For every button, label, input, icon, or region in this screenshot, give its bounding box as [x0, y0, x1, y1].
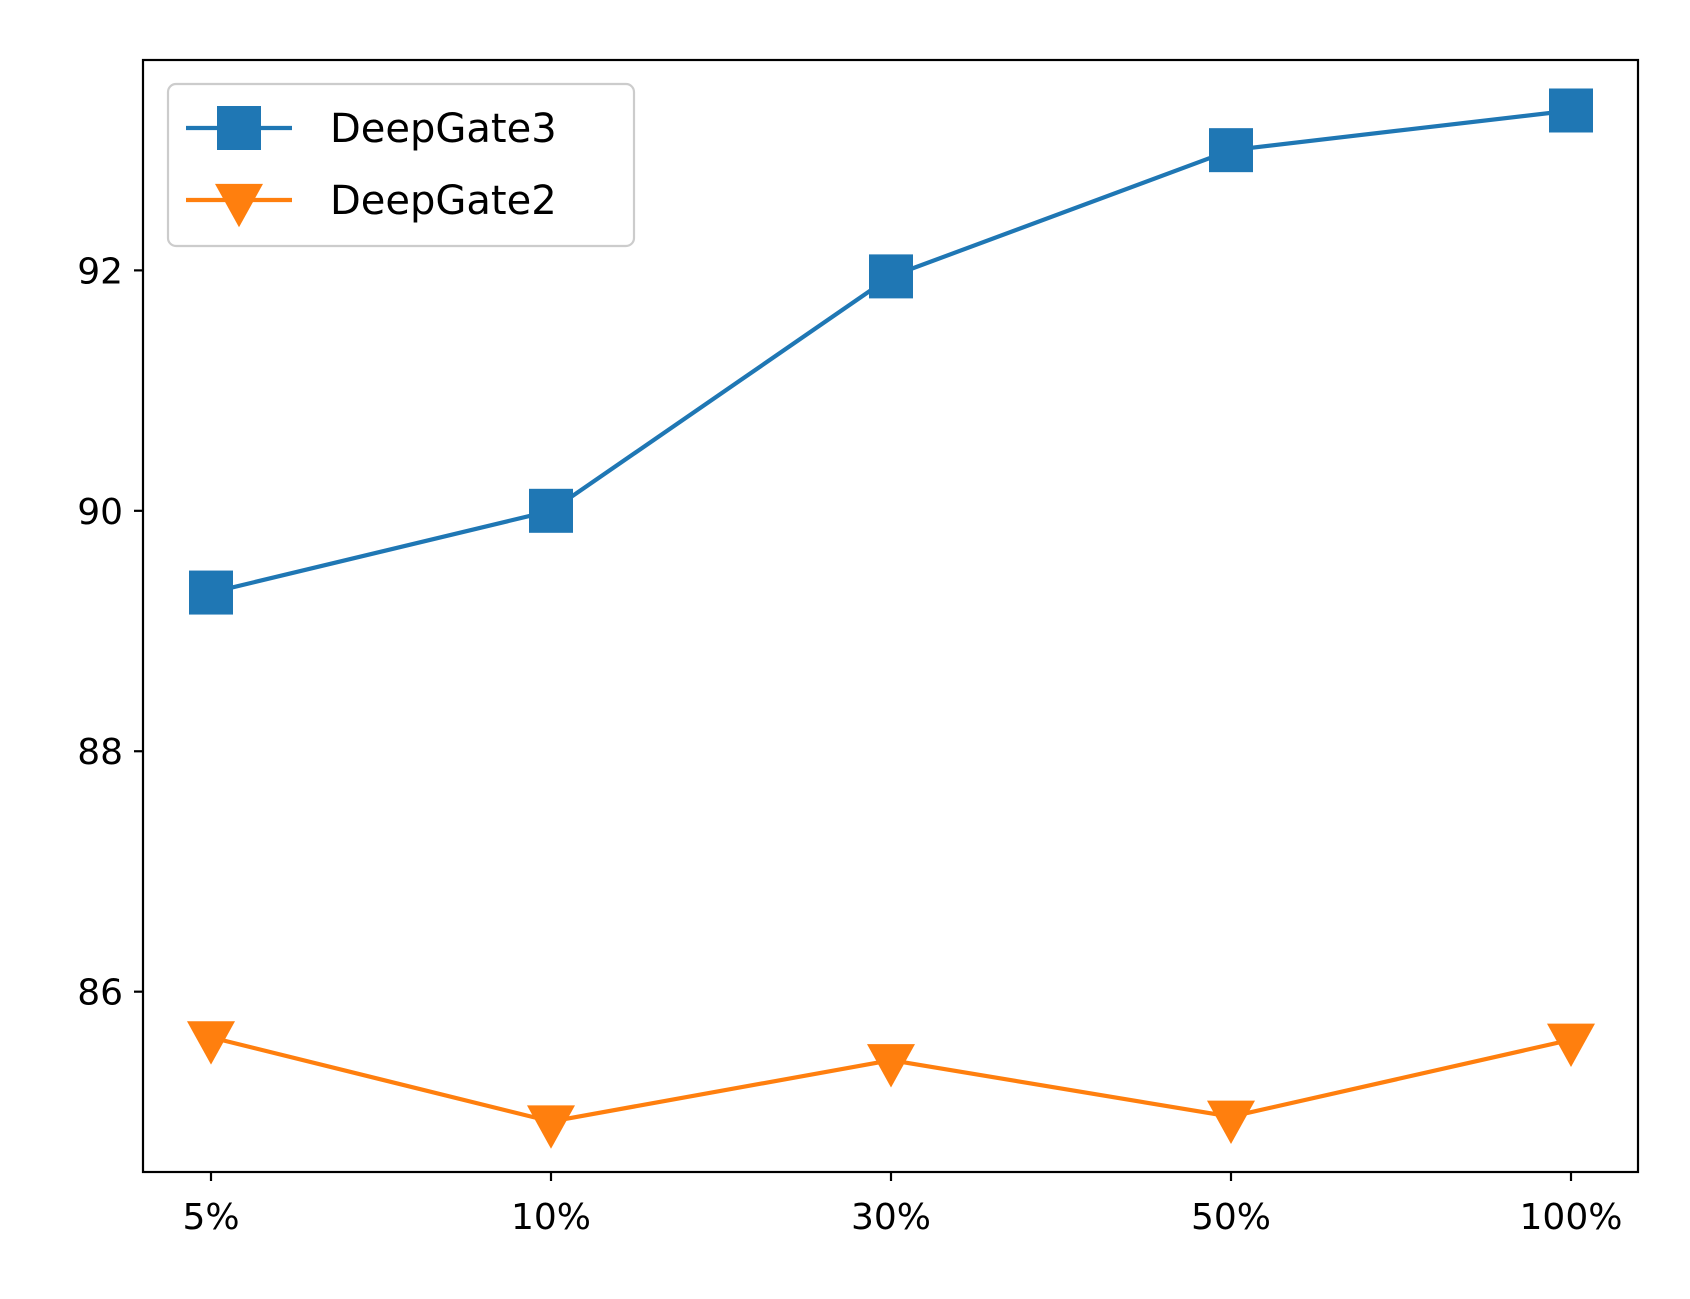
data-point-deepgate3	[1549, 88, 1593, 133]
legend-marker-deepgate3	[217, 106, 261, 150]
y-axis: 86 88 90 92	[77, 251, 143, 1014]
data-point-deepgate2	[867, 1044, 915, 1088]
x-tick-label: 50%	[1191, 1197, 1271, 1238]
data-point-deepgate2	[1547, 1023, 1595, 1068]
series-deepgate3	[189, 88, 1593, 615]
y-tick-label: 88	[77, 732, 123, 773]
data-point-deepgate3	[1209, 128, 1253, 173]
legend-label-deepgate3: DeepGate3	[330, 106, 557, 152]
y-tick-label: 92	[77, 251, 123, 292]
data-point-deepgate2	[1207, 1100, 1255, 1145]
legend-label-deepgate2: DeepGate2	[330, 178, 557, 224]
series-layer	[187, 88, 1595, 1149]
legend-box	[166, 82, 636, 248]
x-tick-label: 100%	[1520, 1197, 1623, 1238]
data-point-deepgate2	[527, 1105, 575, 1149]
legend-marker-deepgate2	[215, 183, 263, 228]
x-axis: 5% 10% 30% 50% 100%	[182, 1172, 1622, 1238]
y-tick-label: 90	[77, 492, 123, 533]
legend-item-deepgate3: DeepGate3	[186, 106, 557, 152]
legend: DeepGate3 DeepGate2	[166, 82, 636, 248]
data-point-deepgate3	[869, 254, 913, 299]
x-tick-label: 30%	[851, 1197, 931, 1238]
legend-item-deepgate2: DeepGate2	[186, 178, 557, 228]
data-point-deepgate3	[189, 570, 233, 615]
data-point-deepgate2	[187, 1021, 235, 1065]
data-point-deepgate3	[529, 488, 573, 533]
y-tick-label: 86	[77, 973, 123, 1014]
x-tick-label: 5%	[182, 1197, 239, 1238]
series-deepgate2	[187, 1021, 1595, 1149]
x-tick-label: 10%	[511, 1197, 591, 1238]
